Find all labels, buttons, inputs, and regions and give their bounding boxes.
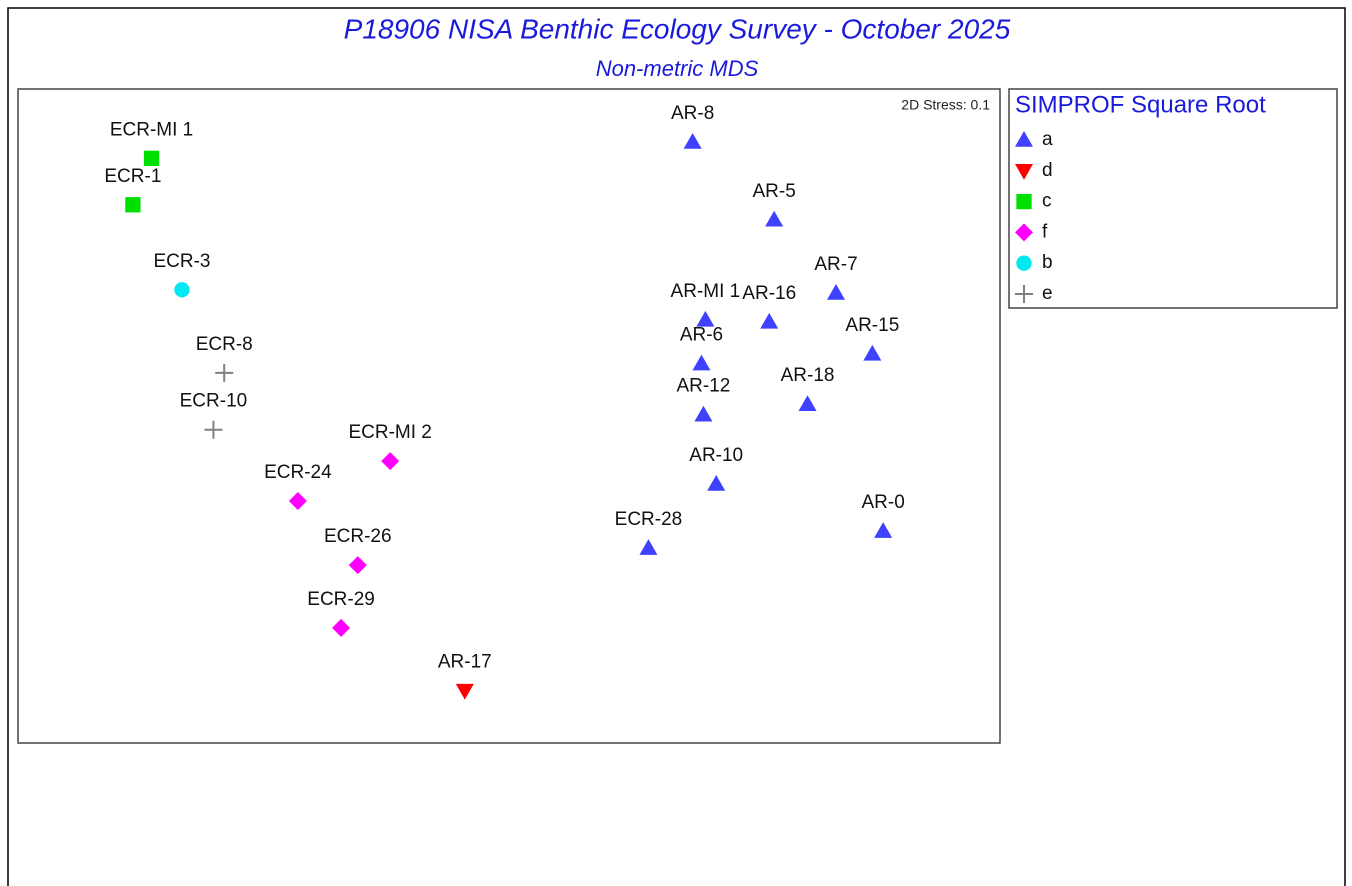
- point-label: AR-15: [845, 315, 899, 336]
- marker: [707, 475, 726, 491]
- marker: [143, 150, 160, 166]
- legend-marker: [1015, 223, 1033, 242]
- point-label: AR-MI 1: [671, 281, 741, 302]
- legend-label: c: [1042, 191, 1052, 212]
- point-label: ECR-8: [196, 334, 253, 355]
- point-label: AR-5: [752, 181, 795, 202]
- marker: [204, 420, 223, 439]
- marker: [683, 132, 702, 149]
- point-label: ECR-24: [264, 462, 332, 483]
- legend-title: SIMPROF Square Root: [1015, 91, 1266, 118]
- point-label: ECR-1: [104, 166, 161, 187]
- marker: [348, 556, 367, 575]
- stress-annotation: 2D Stress: 0.1: [901, 97, 990, 113]
- legend-marker: [1015, 285, 1033, 303]
- marker: [827, 284, 846, 300]
- marker: [692, 354, 711, 371]
- marker: [639, 539, 658, 555]
- legend-label: a: [1042, 129, 1053, 150]
- legend-label: b: [1042, 252, 1053, 273]
- point-label: AR-8: [671, 103, 714, 124]
- marker: [174, 282, 190, 298]
- point-label: AR-10: [689, 445, 743, 466]
- marker: [863, 344, 882, 361]
- marker: [694, 405, 713, 422]
- point-label: ECR-3: [153, 251, 210, 272]
- marker: [455, 683, 474, 700]
- marker: [798, 395, 817, 411]
- point-label: ECR-10: [180, 391, 248, 412]
- point-label: AR-6: [680, 325, 723, 346]
- point-label: AR-17: [438, 652, 492, 673]
- marker: [125, 197, 141, 213]
- legend-label: e: [1042, 283, 1053, 304]
- marker: [215, 363, 234, 382]
- legend-marker: [1016, 193, 1032, 210]
- legend-label: f: [1042, 221, 1048, 242]
- legend-box: [1008, 88, 1338, 309]
- marker: [760, 312, 779, 329]
- marker: [381, 452, 400, 471]
- marker: [696, 310, 715, 327]
- legend-marker: [1015, 131, 1033, 147]
- point-label: ECR-MI 2: [348, 422, 431, 443]
- point-label: AR-7: [814, 254, 857, 275]
- point-label: AR-18: [781, 365, 835, 386]
- legend-label: d: [1042, 160, 1053, 181]
- marker: [288, 492, 307, 511]
- point-label: AR-12: [677, 376, 731, 397]
- point-label: ECR-26: [324, 526, 392, 547]
- point-label: ECR-29: [307, 589, 375, 610]
- point-label: ECR-MI 1: [110, 119, 193, 140]
- chart-subtitle: Non-metric MDS: [596, 56, 759, 81]
- plot-area: [17, 88, 1001, 744]
- legend-marker: [1016, 255, 1032, 271]
- marker: [765, 210, 784, 227]
- point-label: ECR-28: [615, 509, 683, 530]
- marker: [874, 522, 893, 538]
- marker: [332, 618, 351, 637]
- point-label: AR-16: [742, 283, 796, 304]
- legend-marker: [1015, 164, 1033, 180]
- point-label: AR-0: [861, 492, 904, 513]
- chart-title: P18906 NISA Benthic Ecology Survey - Oct…: [344, 13, 1011, 44]
